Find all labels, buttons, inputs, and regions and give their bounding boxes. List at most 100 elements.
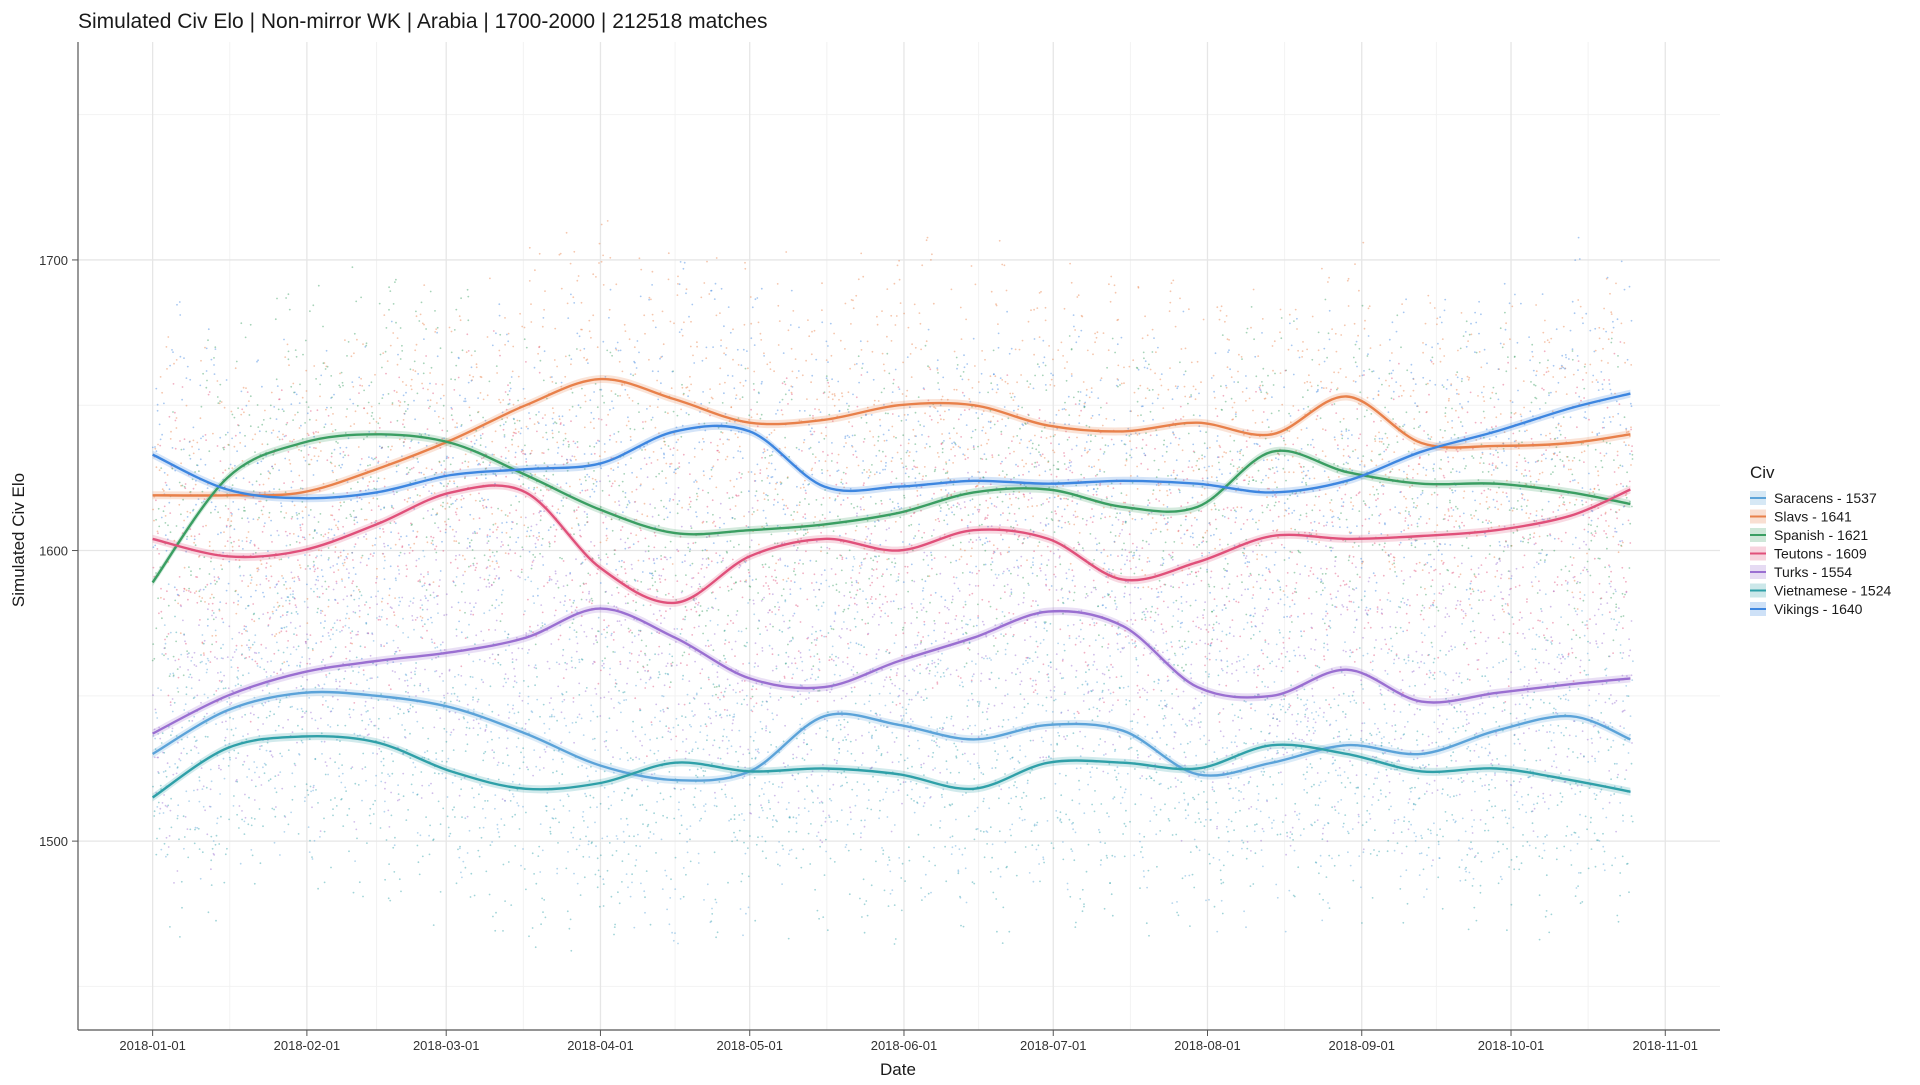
scatter-point <box>362 555 364 557</box>
scatter-point <box>1314 478 1316 480</box>
scatter-point <box>1578 872 1580 874</box>
scatter-point <box>420 314 422 316</box>
scatter-point <box>956 389 958 391</box>
scatter-point <box>177 804 179 806</box>
scatter-point <box>903 313 905 315</box>
scatter-point <box>1264 686 1266 688</box>
scatter-point <box>397 420 399 422</box>
scatter-point <box>231 467 233 469</box>
scatter-point <box>689 551 691 553</box>
scatter-point <box>762 564 764 566</box>
scatter-point <box>359 591 361 593</box>
scatter-point <box>1320 865 1322 867</box>
scatter-point <box>226 701 228 703</box>
scatter-point <box>1125 699 1127 701</box>
scatter-point <box>1343 455 1345 457</box>
scatter-point <box>163 510 165 512</box>
scatter-point <box>306 401 308 403</box>
scatter-point <box>1389 600 1391 602</box>
scatter-point <box>1092 664 1094 666</box>
scatter-point <box>648 837 650 839</box>
scatter-point <box>1213 610 1215 612</box>
scatter-point <box>1587 761 1589 763</box>
scatter-point <box>413 543 415 545</box>
scatter-point <box>1134 392 1136 394</box>
scatter-point <box>1191 720 1193 722</box>
scatter-point <box>736 394 738 396</box>
scatter-point <box>1344 324 1346 326</box>
scatter-point <box>766 468 768 470</box>
scatter-point <box>1150 411 1152 413</box>
scatter-point <box>827 730 829 732</box>
scatter-point <box>1362 688 1364 690</box>
scatter-point <box>278 534 280 536</box>
scatter-point <box>750 296 752 298</box>
scatter-point <box>509 382 511 384</box>
scatter-point <box>816 399 818 401</box>
scatter-point <box>1410 791 1412 793</box>
scatter-point <box>704 810 706 812</box>
scatter-point <box>777 494 779 496</box>
scatter-point <box>1299 813 1301 815</box>
scatter-point <box>680 789 682 791</box>
scatter-point <box>791 849 793 851</box>
scatter-point <box>895 562 897 564</box>
scatter-point <box>893 436 895 438</box>
scatter-point <box>1577 299 1579 301</box>
scatter-point <box>274 464 276 466</box>
scatter-point <box>811 331 813 333</box>
scatter-point <box>538 536 540 538</box>
scatter-point <box>412 369 414 371</box>
scatter-point <box>1594 793 1596 795</box>
scatter-point <box>1094 341 1096 343</box>
scatter-point <box>1117 766 1119 768</box>
scatter-point <box>726 715 728 717</box>
scatter-point <box>1028 584 1030 586</box>
scatter-point <box>602 878 604 880</box>
scatter-point <box>160 597 162 599</box>
scatter-point <box>1292 405 1294 407</box>
scatter-point <box>1166 451 1168 453</box>
scatter-point <box>934 675 936 677</box>
scatter-point <box>250 849 252 851</box>
scatter-point <box>734 836 736 838</box>
scatter-point <box>1112 569 1114 571</box>
scatter-point <box>890 679 892 681</box>
scatter-point <box>598 262 600 264</box>
scatter-point <box>859 565 861 567</box>
scatter-point <box>1073 600 1075 602</box>
scatter-point <box>781 883 783 885</box>
scatter-point <box>488 540 490 542</box>
scatter-point <box>1421 632 1423 634</box>
scatter-point <box>1501 810 1503 812</box>
scatter-point <box>632 730 634 732</box>
scatter-point <box>523 524 525 526</box>
scatter-point <box>1074 511 1076 513</box>
scatter-point <box>1181 646 1183 648</box>
scatter-point <box>845 442 847 444</box>
scatter-point <box>1016 435 1018 437</box>
scatter-point <box>1188 308 1190 310</box>
scatter-point <box>449 327 451 329</box>
scatter-point <box>1618 467 1620 469</box>
scatter-point <box>1198 544 1200 546</box>
scatter-point <box>1002 611 1004 613</box>
scatter-point <box>941 653 943 655</box>
scatter-point <box>683 393 685 395</box>
scatter-point <box>901 462 903 464</box>
scatter-point <box>188 588 190 590</box>
scatter-point <box>1039 292 1041 294</box>
scatter-point <box>212 433 214 435</box>
scatter-point <box>868 469 870 471</box>
scatter-point <box>826 720 828 722</box>
scatter-point <box>853 307 855 309</box>
scatter-point <box>1107 773 1109 775</box>
scatter-point <box>833 333 835 335</box>
scatter-point <box>791 399 793 401</box>
scatter-point <box>1555 709 1557 711</box>
scatter-point <box>1199 849 1201 851</box>
scatter-point <box>1544 850 1546 852</box>
scatter-point <box>682 387 684 389</box>
scatter-point <box>1034 375 1036 377</box>
scatter-point <box>844 736 846 738</box>
